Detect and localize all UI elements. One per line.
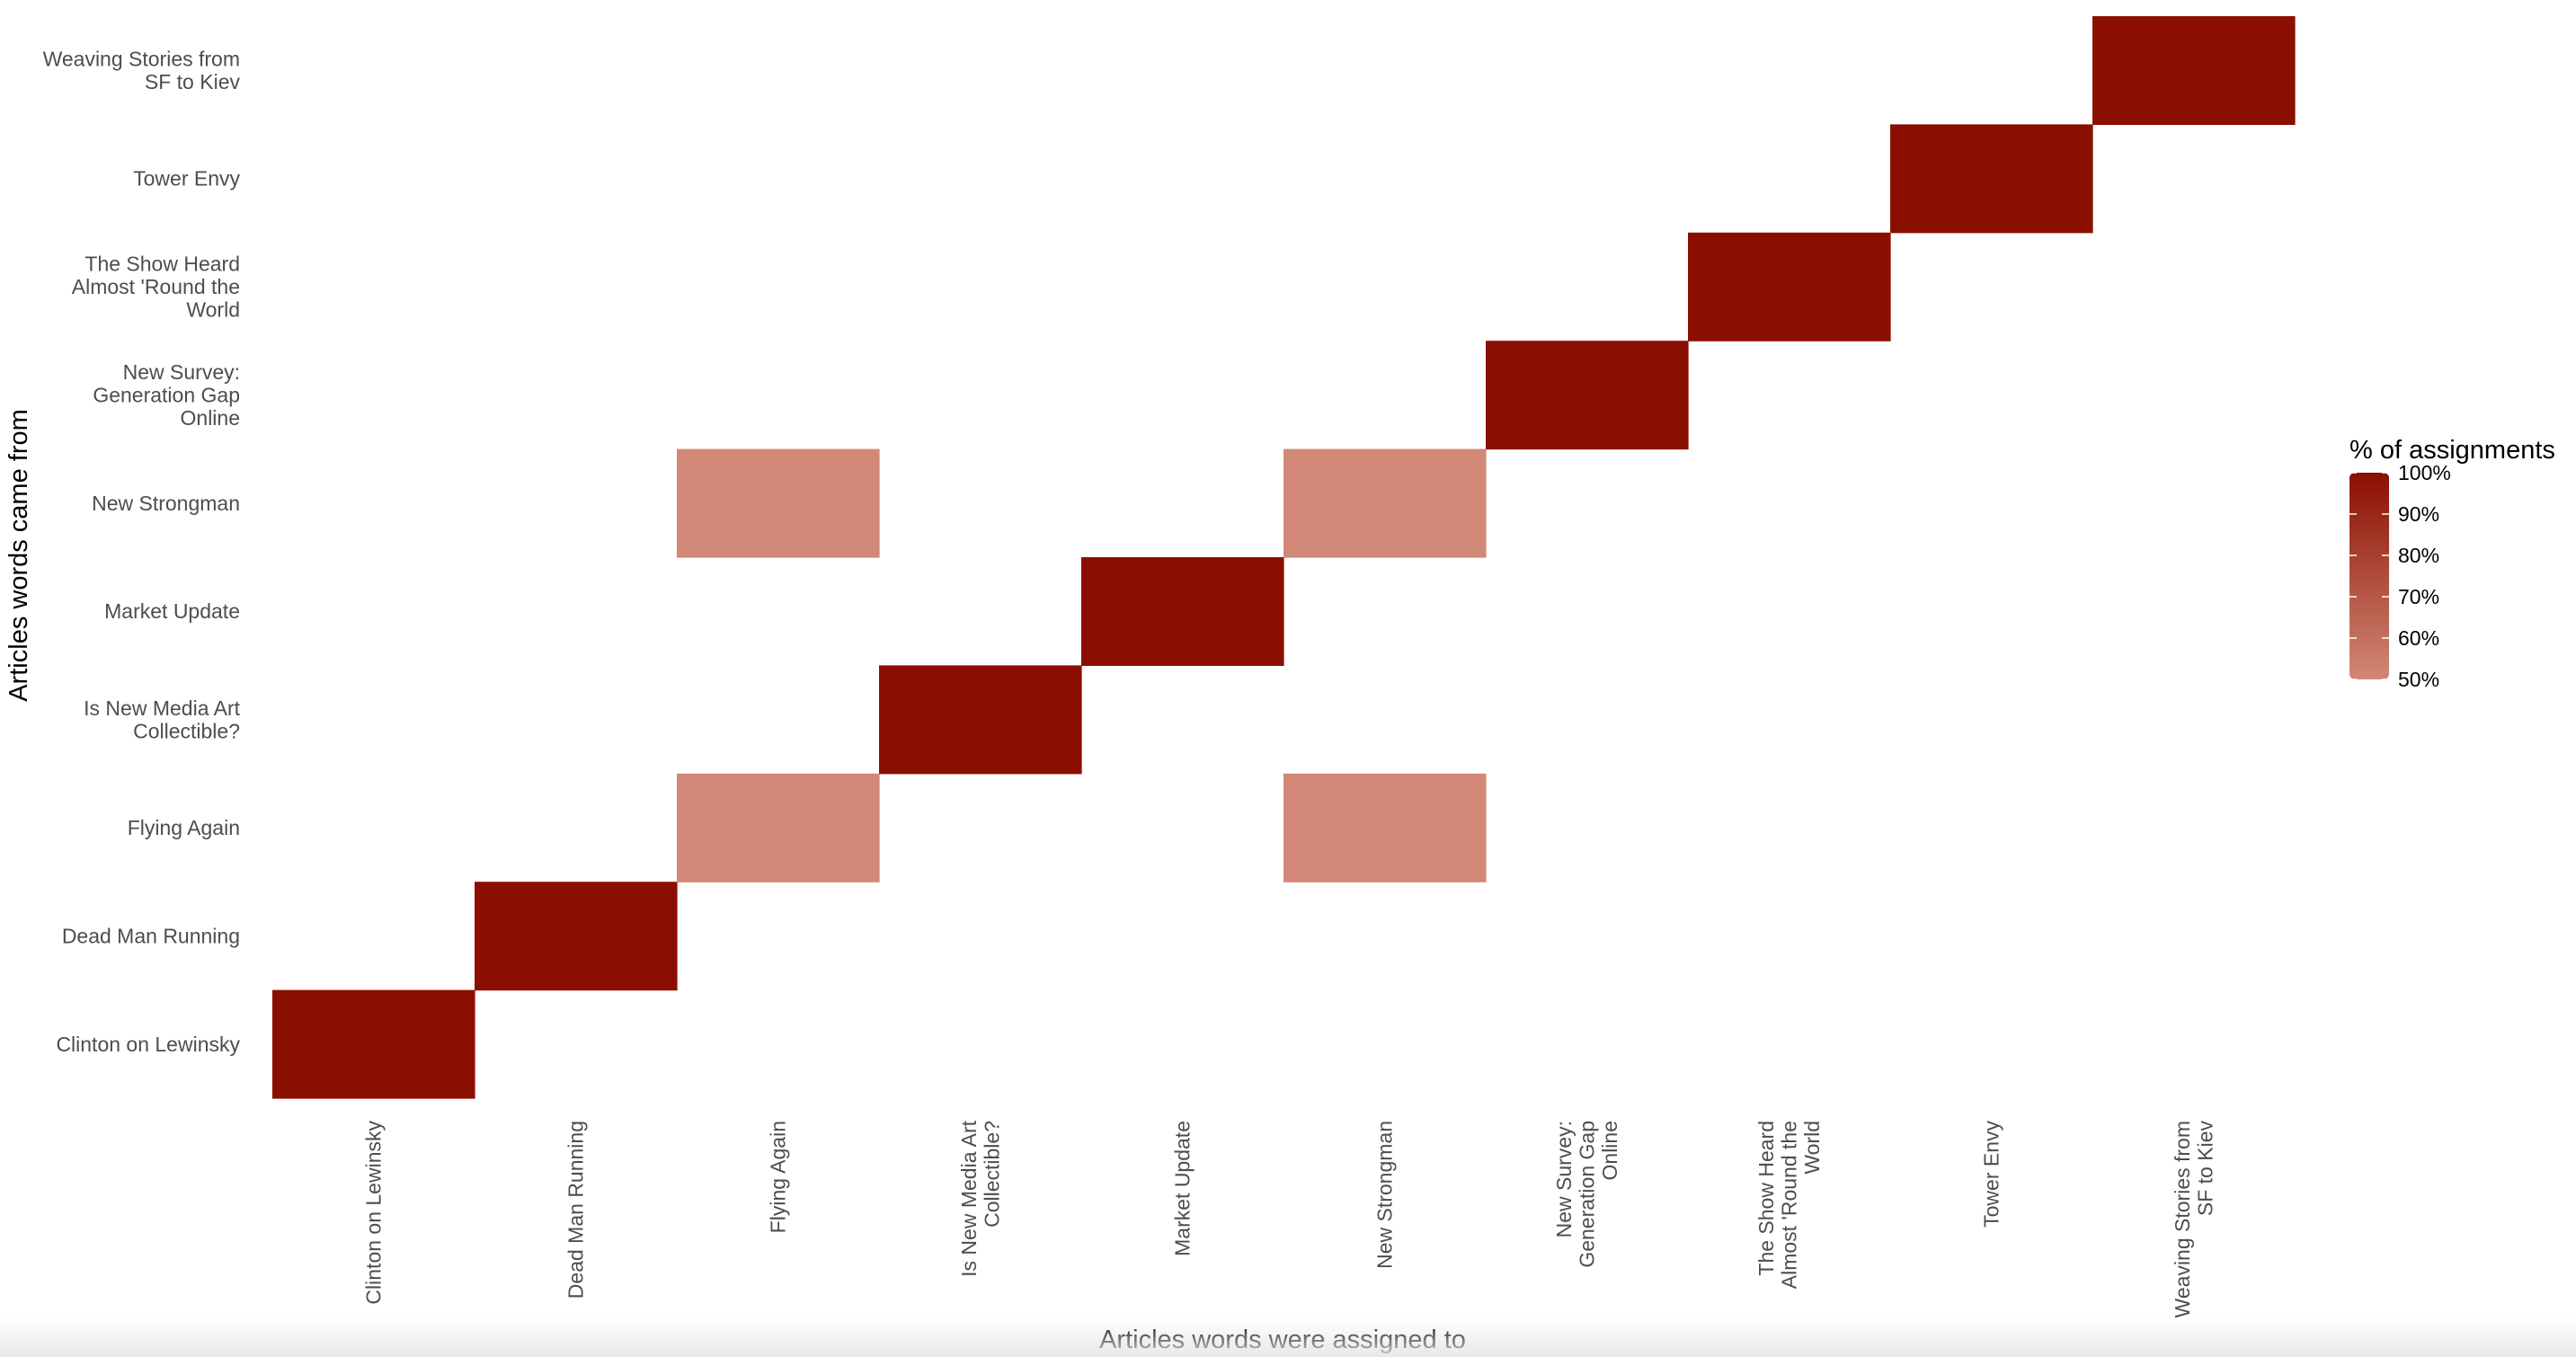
y-axis-title: Articles words came from	[4, 409, 33, 702]
legend-label: 100%	[2398, 461, 2451, 484]
x-tick-label: Weaving Stories fromSF to Kiev	[2171, 1121, 2217, 1318]
heatmap-cell	[1284, 773, 1487, 882]
legend-label: 90%	[2398, 502, 2439, 526]
svg-text:New Strongman: New Strongman	[1373, 1121, 1397, 1269]
x-tick-label: The Show HeardAlmost 'Round theWorld	[1754, 1121, 1824, 1289]
heatmap-cell	[879, 665, 1082, 775]
y-tick-label: Clinton on Lewinsky	[56, 1033, 240, 1056]
legend-color-bar	[2349, 473, 2389, 679]
y-tick-label: The Show Heard Almost 'Round the World	[72, 253, 240, 322]
heatmap-cells	[272, 16, 2296, 1099]
heatmap-cell	[1890, 124, 2093, 234]
legend-label: 80%	[2398, 544, 2439, 567]
y-tick-label: Flying Again	[128, 816, 240, 839]
x-tick-label: Market Update	[1171, 1121, 1195, 1256]
y-tick-label: New Strongman	[92, 492, 240, 515]
legend-ticks: 100% 90% 80% 70% 60% 50%	[2349, 461, 2451, 691]
heatmap-cell	[1081, 557, 1284, 666]
y-tick-label: Tower Envy	[133, 167, 240, 191]
legend-label: 50%	[2398, 668, 2439, 691]
x-axis-title: Articles words were assigned to	[1099, 1326, 1466, 1354]
heatmap-cell	[677, 773, 880, 882]
svg-text:Clinton on Lewinsky: Clinton on Lewinsky	[362, 1121, 386, 1305]
y-tick-label: Weaving Stories from SF to Kiev	[43, 47, 241, 93]
heatmap-cell	[1486, 341, 1689, 450]
x-tick-label: Tower Envy	[1980, 1121, 2003, 1228]
legend-title: % of assignments	[2349, 436, 2555, 465]
x-tick-label: Flying Again	[767, 1121, 790, 1233]
y-axis-ticks: Clinton on Lewinsky Dead Man Running Flyin…	[43, 47, 241, 1055]
y-tick-label: Dead Man Running	[62, 924, 240, 947]
svg-text:The Show HeardAlmost 'Round th: The Show HeardAlmost 'Round theWorld	[1754, 1121, 1824, 1289]
heatmap-cell	[272, 989, 475, 1099]
svg-text:Dead Man Running: Dead Man Running	[564, 1121, 588, 1299]
svg-text:Tower Envy: Tower Envy	[1980, 1121, 2003, 1228]
x-axis-ticks: Clinton on Lewinsky Dead Man Running Flyin…	[362, 1120, 2217, 1317]
x-tick-label: New Survey:Generation GapOnline	[1552, 1121, 1621, 1268]
x-tick-label: New Strongman	[1373, 1121, 1397, 1269]
x-tick-label: Clinton on Lewinsky	[362, 1121, 386, 1305]
heatmap-cell	[1284, 448, 1487, 558]
y-tick-label: New Survey: Generation Gap Online	[93, 360, 240, 430]
heatmap-cell	[677, 448, 880, 558]
y-tick-label: Market Update	[104, 599, 240, 623]
x-tick-label: Is New Media ArtCollectible?	[957, 1120, 1004, 1276]
svg-text:Market Update: Market Update	[1171, 1121, 1195, 1256]
svg-text:Is New Media ArtCollectible?: Is New Media ArtCollectible?	[957, 1120, 1004, 1276]
heatmap-cell	[2092, 16, 2296, 125]
heatmap-cell	[475, 882, 678, 991]
svg-text:Weaving Stories fromSF to Kiev: Weaving Stories fromSF to Kiev	[2171, 1121, 2217, 1318]
legend-label: 60%	[2398, 626, 2439, 650]
svg-text:New Survey:Generation GapOnlin: New Survey:Generation GapOnline	[1552, 1121, 1621, 1268]
y-tick-label: Is New Media Art Collectible?	[84, 696, 240, 743]
color-legend: % of assignments 100% 90% 80% 70% 60% 50%	[2349, 436, 2555, 691]
x-tick-label: Dead Man Running	[564, 1121, 588, 1299]
svg-text:Flying Again: Flying Again	[767, 1121, 790, 1233]
heatmap-cell	[1688, 232, 1891, 341]
legend-label: 70%	[2398, 585, 2439, 608]
